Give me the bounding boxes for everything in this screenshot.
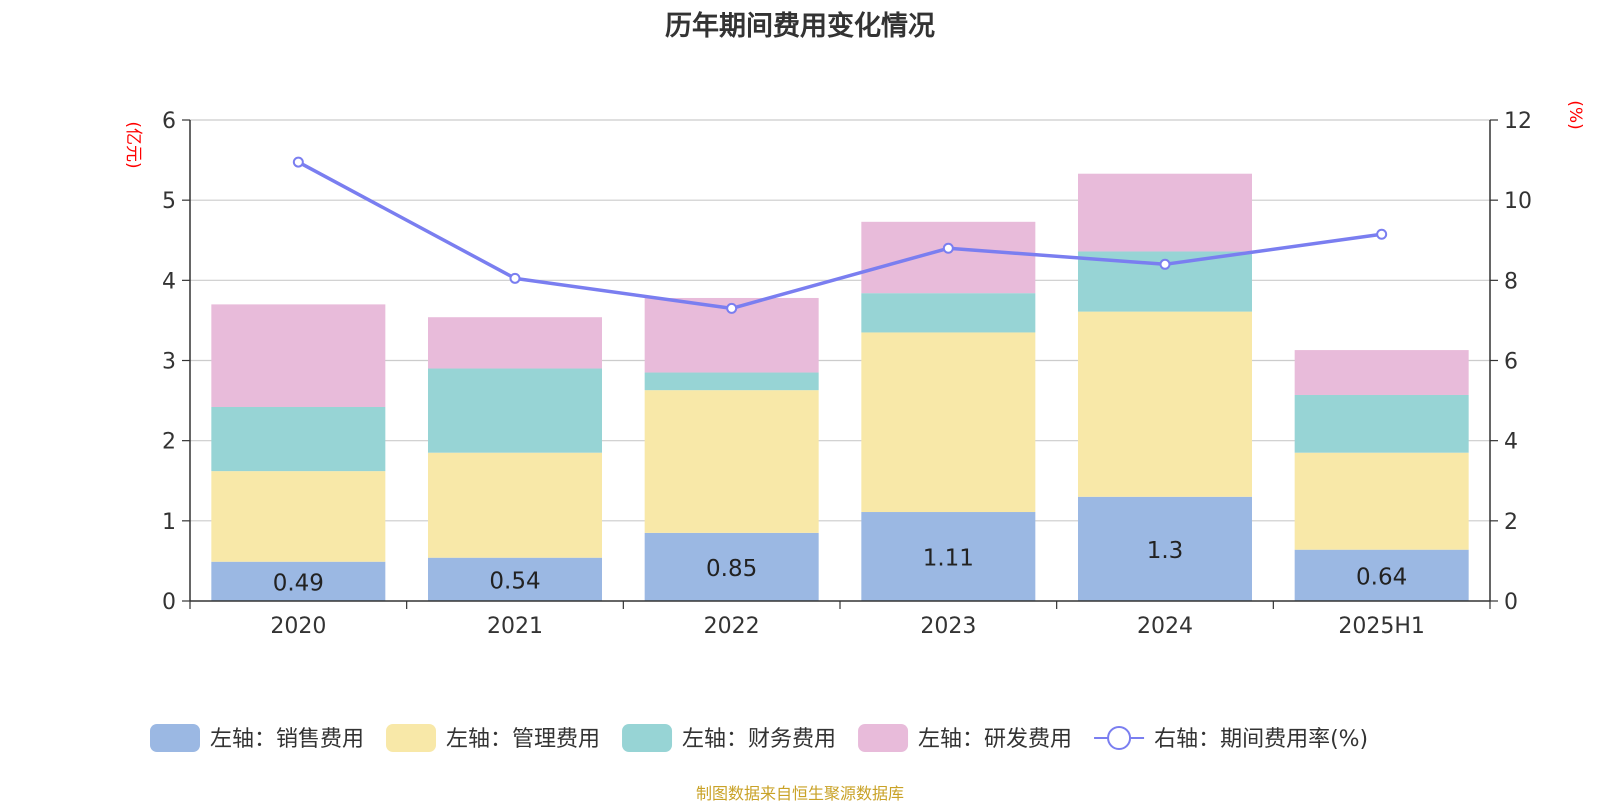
rate-line-path [297, 160, 1382, 311]
chart-title: 历年期间费用变化情况 [665, 11, 935, 42]
left-tick-label: 3 [162, 350, 176, 375]
rate-point [942, 242, 954, 254]
legend-item-4[interactable]: 左轴：研发费用 [858, 724, 1072, 752]
right-tick-label: 0 [1504, 590, 1518, 615]
x-tick-label: 2021 [487, 614, 543, 639]
bar-segment-4 [428, 317, 602, 369]
legend-item-2[interactable]: 左轴：管理费用 [386, 724, 600, 752]
legend-label: 左轴：财务费用 [682, 727, 836, 752]
bar-segment-1 [644, 532, 819, 601]
right-tick-label: 10 [1504, 189, 1532, 214]
x-tick-label: 2025H1 [1338, 614, 1425, 639]
legend-label: 左轴：管理费用 [446, 727, 600, 752]
bar-segment-4 [861, 221, 1036, 294]
bar-segment-2 [861, 332, 1036, 513]
right-tick-label: 2 [1504, 510, 1518, 535]
x-tick-label: 2020 [270, 614, 326, 639]
bar-segment-2 [211, 471, 386, 562]
bar-segment-1 [1078, 496, 1252, 601]
bar-segment-4 [211, 304, 386, 407]
legend-label: 右轴：期间费用率(%) [1154, 727, 1368, 752]
bar-segment-3 [211, 406, 386, 472]
right-tick-label: 8 [1504, 269, 1518, 294]
legend-label: 左轴：销售费用 [210, 727, 364, 752]
bar-segment-1 [211, 561, 386, 601]
bar-segment-3 [428, 368, 602, 453]
legend-swatch [150, 724, 200, 752]
left-tick-label: 5 [162, 189, 176, 214]
bar-segment-2 [644, 390, 819, 533]
bars [211, 173, 1469, 601]
legend-item-1[interactable]: 左轴：销售费用 [150, 724, 364, 752]
bar-segment-2 [1078, 311, 1252, 497]
rate-point [726, 302, 738, 314]
grid-lines [190, 119, 1490, 522]
rate-point [1376, 228, 1388, 240]
legend[interactable]: 左轴：销售费用 左轴：管理费用 左轴：财务费用 左轴：研发费用 右轴：期间费用率(%) [150, 724, 1368, 752]
bar-value-label: 0.85 [706, 556, 757, 582]
bar-segment-3 [861, 293, 1036, 333]
right-tick-label: 12 [1504, 109, 1532, 134]
rate-point [509, 272, 521, 284]
legend-swatch [622, 724, 673, 752]
bar-value-label: 0.54 [489, 568, 540, 594]
legend-label: 左轴：研发费用 [918, 727, 1072, 752]
data-labels: 0.49 0.54 0.85 1.11 1.3 0.64 [273, 538, 1408, 596]
left-tick-label: 0 [162, 590, 176, 615]
bar-value-label: 1.3 [1147, 538, 1184, 564]
legend-marker [1107, 726, 1132, 750]
rate-point [292, 156, 304, 168]
legend-swatch [386, 724, 437, 752]
left-tick-label: 4 [162, 269, 176, 294]
left-tick-label: 2 [162, 430, 176, 455]
bar-segment-2 [1294, 452, 1469, 550]
bar-value-label: 0.64 [1356, 564, 1407, 590]
right-tick-label: 4 [1504, 430, 1518, 455]
right-tick-label: 6 [1504, 350, 1518, 375]
bar-segment-1 [1294, 549, 1469, 601]
left-tick-label: 6 [162, 109, 176, 134]
x-tick-label: 2024 [1137, 614, 1193, 639]
right-axis-title: (%) [1565, 100, 1585, 129]
bar-segment-2 [428, 452, 602, 558]
legend-item-5[interactable]: 右轴：期间费用率(%) [1094, 726, 1368, 752]
left-axis-title: (亿元) [123, 121, 143, 168]
rate-line [292, 156, 1388, 314]
bar-segment-4 [1078, 173, 1252, 252]
rate-point [1159, 258, 1171, 270]
bar-segment-1 [428, 557, 602, 601]
bar-value-label: 0.49 [273, 570, 324, 596]
legend-swatch [858, 724, 909, 752]
bar-segment-3 [1294, 394, 1469, 453]
bar-segment-3 [644, 372, 819, 391]
x-tick-label: 2022 [704, 614, 760, 639]
x-tick-label: 2023 [920, 614, 976, 639]
legend-item-3[interactable]: 左轴：财务费用 [622, 724, 836, 752]
left-tick-label: 1 [162, 510, 176, 535]
bar-value-label: 1.11 [923, 546, 974, 572]
bar-segment-4 [1294, 350, 1469, 395]
source-note: 制图数据来自恒生聚源数据库 [695, 784, 904, 803]
bar-segment-1 [861, 512, 1036, 601]
